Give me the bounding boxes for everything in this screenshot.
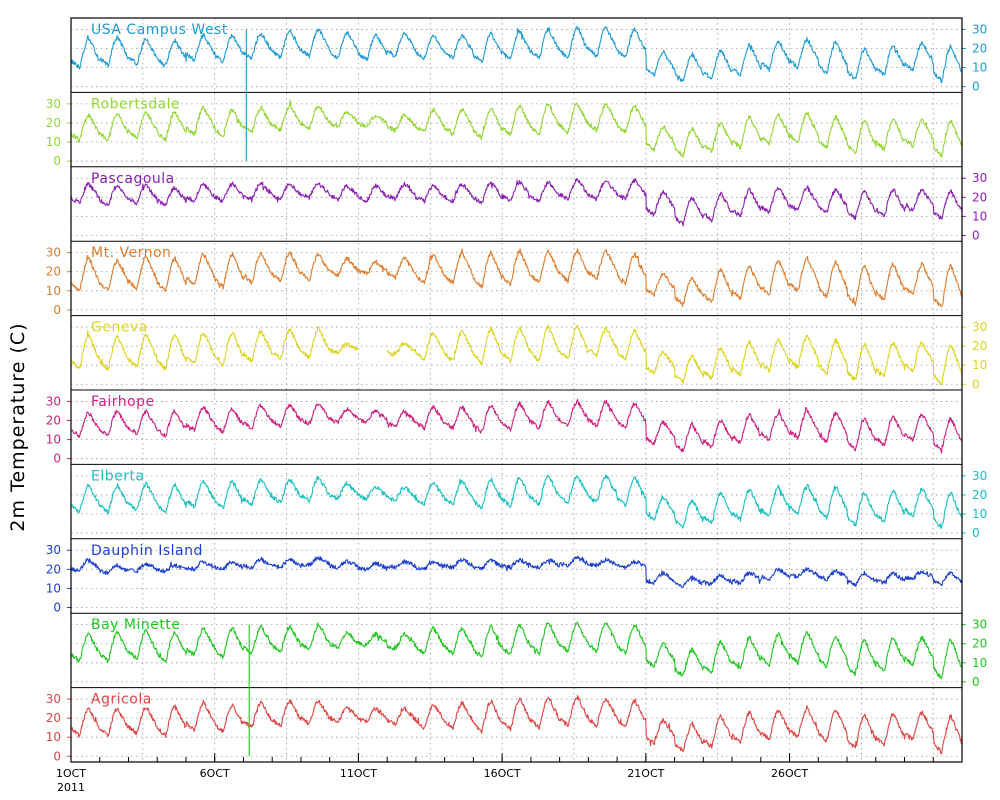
y-tick-label: 30 [46,543,61,557]
y-tick-label: 0 [53,600,61,614]
panel-6: Fairhope 0 10 20 30 [46,394,963,466]
y-tick-label: 0 [972,675,980,689]
series-line [70,248,963,308]
y-tick-label: 0 [972,228,980,242]
y-tick-label: 30 [46,97,61,111]
x-tick-label: 16OCT [484,767,521,780]
y-tick-label: 20 [46,116,61,130]
y-tick-label: 30 [972,22,987,36]
series-label: Agricola [91,692,152,708]
x-tick-label: 26OCT [771,767,808,780]
panel-9: Bay Minette 0 10 20 30 [70,617,987,689]
x-tick-label: 11OCT [340,767,377,780]
y-tick-label: 20 [46,711,61,725]
series-label: Fairhope [91,394,155,410]
series-label: Robertsdale [91,96,180,112]
series-label: Mt. Vernon [91,245,171,261]
y-tick-label: 10 [46,730,61,744]
series-label: Bay Minette [91,617,180,633]
y-tick-label: 30 [46,246,61,260]
series-line [386,324,963,386]
y-tick-label: 30 [46,692,61,706]
series-label: USA Campus West [91,22,228,38]
y-tick-label: 30 [972,171,987,185]
series-line [70,694,963,755]
series-line [70,26,963,84]
y-tick-label: 10 [46,581,61,595]
panel-1: USA Campus West 0 10 20 30 [70,22,987,94]
y-tick-label: 0 [972,80,980,94]
y-tick-label: 10 [46,433,61,447]
plot-frame [70,17,963,763]
series-line [70,398,963,454]
x-year-label: 2011 [57,781,85,794]
y-tick-label: 30 [972,320,987,334]
y-tick-label: 30 [972,469,987,483]
grid [71,18,962,762]
y-tick-label: 20 [972,488,987,502]
x-tick-label: 21OCT [627,767,664,780]
y-tick-label: 20 [972,42,987,56]
y-tick-label: 10 [972,656,987,670]
y-tick-label: 0 [972,526,980,540]
y-tick-label: 0 [53,303,61,317]
y-tick-label: 10 [972,507,987,521]
y-tick-label: 30 [46,394,61,408]
series-label: Geneva [91,320,148,336]
y-tick-label: 30 [972,618,987,632]
x-tick-label: 6OCT [200,767,230,780]
series-line [70,621,963,680]
y-tick-label: 10 [46,135,61,149]
y-tick-label: 10 [46,284,61,298]
series-label: Dauphin Island [91,543,203,559]
panel-3: Pascagoula 0 10 20 30 [70,171,987,242]
y-tick-label: 20 [972,637,987,651]
series-line [70,555,963,589]
panel-8: Dauphin Island 0 10 20 30 [46,543,963,614]
series-line [70,99,963,158]
panel-4: Mt. Vernon 0 10 20 30 [46,245,963,317]
y-tick-label: 0 [53,452,61,466]
series-line [70,474,963,530]
y-tick-label: 10 [972,358,987,372]
y-tick-label: 10 [972,61,987,75]
panel-2: Robertsdale 0 10 20 30 [46,96,963,168]
y-tick-label: 0 [972,377,980,391]
y-tick-label: 0 [53,749,61,763]
panel-10: Agricola 0 10 20 30 [46,692,963,763]
y-tick-label: 20 [46,414,61,428]
y-tick-label: 20 [972,339,987,353]
y-tick-label: 20 [972,190,987,204]
y-axis-label: 2m Temperature (C) [7,322,29,531]
series-line [70,177,963,227]
x-tick-label: 1OCT [56,767,86,780]
series-line [70,326,359,371]
panels-layer: USA Campus West 0 10 20 30 Robertsdale 0 10 20 30… [46,17,987,763]
y-tick-label: 0 [53,154,61,168]
panel-7: Elberta 0 10 20 30 [70,468,987,540]
y-tick-label: 10 [972,209,987,223]
series-label: Pascagoula [91,171,175,187]
panel-5: Geneva 0 10 20 30 [70,320,987,391]
x-axis: 1OCT 6OCT 11OCT 16OCT 21OCT 26OCT 2011 [56,753,963,794]
series-label: Elberta [91,468,145,484]
y-tick-label: 20 [46,562,61,576]
y-tick-label: 20 [46,265,61,279]
